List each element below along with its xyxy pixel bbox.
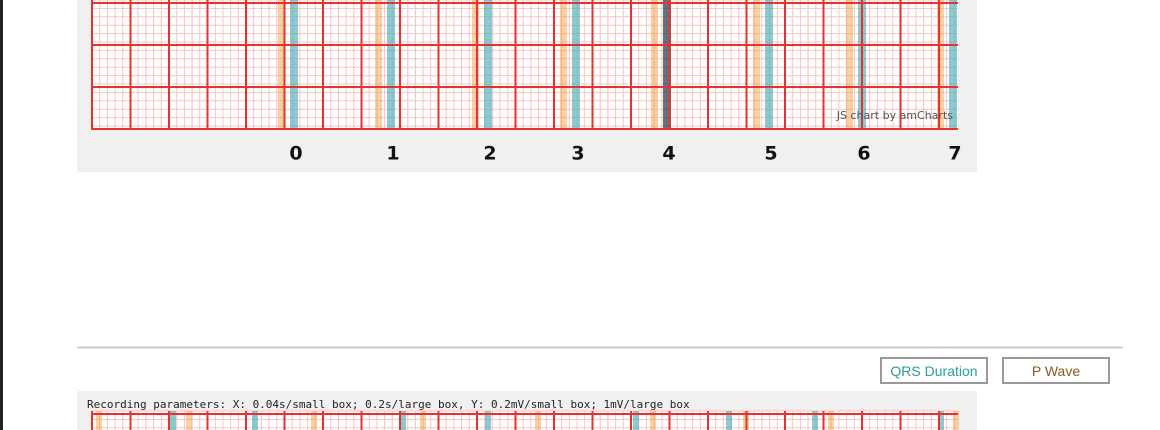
beat-label: 0 [289, 143, 302, 165]
highlight-band [560, 0, 567, 130]
highlight-band [633, 411, 639, 430]
highlight-band [252, 411, 258, 430]
highlight-band [651, 0, 658, 130]
highlight-band [726, 411, 732, 430]
p-wave-button[interactable]: P Wave [1002, 357, 1110, 384]
beat-label: 3 [571, 143, 584, 165]
highlight-band [650, 411, 656, 430]
bottom-chart-plot [92, 411, 958, 430]
highlight-band [937, 0, 944, 130]
highlight-band [170, 411, 176, 430]
beat-label: 7 [948, 143, 961, 165]
highlight-band [375, 0, 382, 130]
qrs-duration-button[interactable]: QRS Duration [880, 357, 988, 384]
highlight-band [290, 0, 298, 130]
highlight-band [485, 411, 491, 430]
highlight-band [663, 0, 671, 130]
watermark: JS chart by amCharts [836, 109, 953, 122]
beat-label: 6 [857, 143, 870, 165]
highlight-band [96, 411, 102, 430]
highlight-band [472, 0, 479, 130]
highlight-band [484, 0, 492, 130]
highlight-band [828, 411, 834, 430]
highlight-band [400, 411, 406, 430]
highlight-band [311, 411, 317, 430]
highlight-band [846, 0, 853, 130]
highlight-band [938, 411, 944, 430]
beat-label: 1 [386, 143, 399, 165]
highlight-band [186, 411, 192, 430]
highlight-band [535, 411, 541, 430]
highlight-band [812, 411, 818, 430]
left-border [0, 0, 3, 430]
highlight-band [420, 411, 426, 430]
beat-label: 5 [764, 143, 777, 165]
top-chart-plot [92, 0, 958, 130]
highlight-band [387, 0, 395, 130]
beat-label: 4 [662, 143, 675, 165]
highlight-band [949, 0, 957, 130]
highlight-band [572, 0, 580, 130]
highlight-band [753, 0, 760, 130]
highlight-band [278, 0, 285, 130]
highlight-band [953, 411, 959, 430]
recording-parameters: Recording parameters: X: 0.04s/small box… [87, 398, 690, 411]
beat-label: 2 [483, 143, 496, 165]
highlight-band [765, 0, 773, 130]
